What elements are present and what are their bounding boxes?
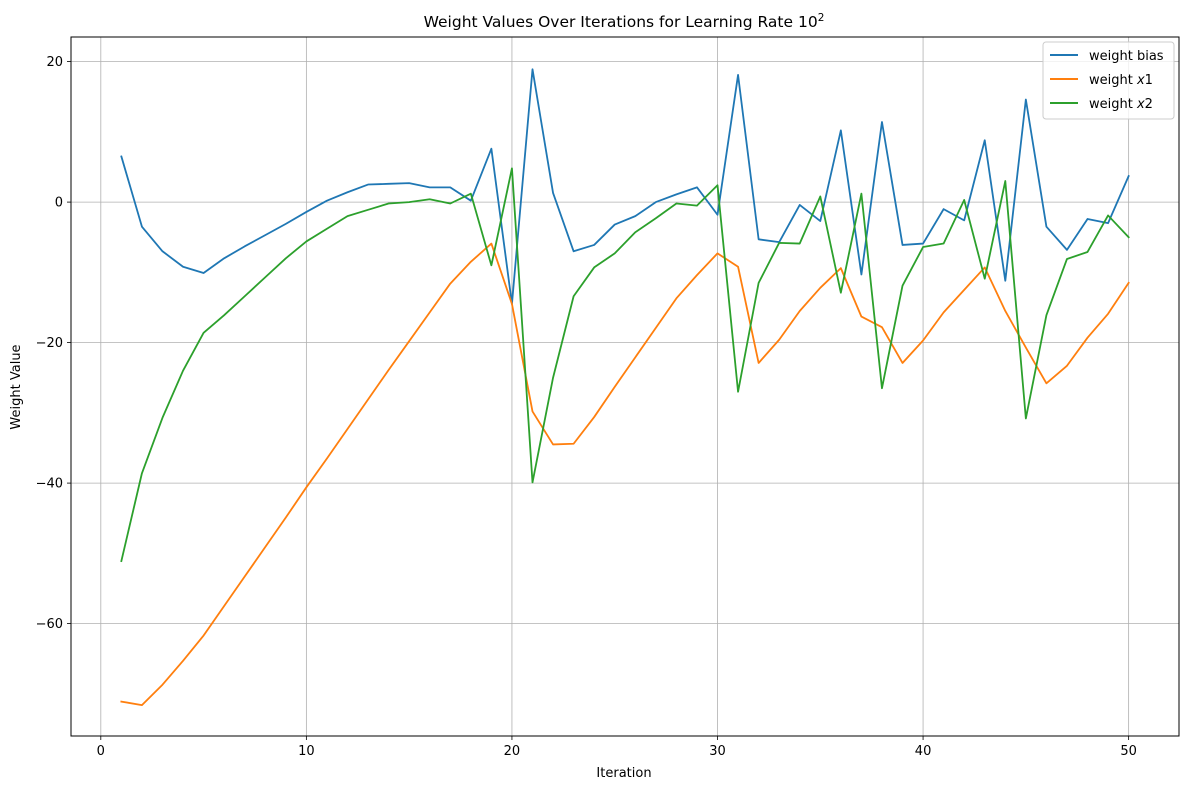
y-tick-label: −60 — [36, 617, 63, 632]
series-lines — [120, 68, 1130, 706]
x-axis-label: Iteration — [596, 766, 651, 781]
x-tick-label: 10 — [298, 744, 315, 759]
legend-label-weight-bias: weight bias — [1089, 49, 1164, 64]
series-line-weight-bias — [120, 68, 1130, 305]
series-line-weight-x2 — [120, 167, 1130, 563]
chart-title-superscript: 2 — [818, 12, 825, 24]
x-tick-label: 20 — [504, 744, 521, 759]
y-tick-label: −20 — [36, 336, 63, 351]
legend-box — [1042, 41, 1175, 120]
x-tick-label: 50 — [1120, 744, 1137, 759]
legend-label-weight-x2: weight x2 — [1089, 97, 1153, 112]
axis-ticks: 0 10 20 30 40 50 −60 −40 −20 0 20 — [36, 55, 1137, 759]
plot-frame — [70, 36, 1180, 737]
x-tick-label: 0 — [97, 744, 105, 759]
x-tick-label: 30 — [709, 744, 726, 759]
x-tick-label: 40 — [915, 744, 932, 759]
y-tick-label: 0 — [55, 196, 63, 211]
legend-label-weight-x1: weight x1 — [1089, 73, 1153, 88]
chart-title: Weight Values Over Iterations for Learni… — [424, 12, 825, 31]
y-tick-label: 20 — [46, 55, 63, 70]
series-line-weight-x1 — [120, 242, 1130, 706]
legend: weight bias weight x1 weight x2 — [1042, 41, 1175, 120]
y-axis-label: Weight Value — [9, 344, 24, 429]
y-tick-label: −40 — [36, 477, 63, 492]
